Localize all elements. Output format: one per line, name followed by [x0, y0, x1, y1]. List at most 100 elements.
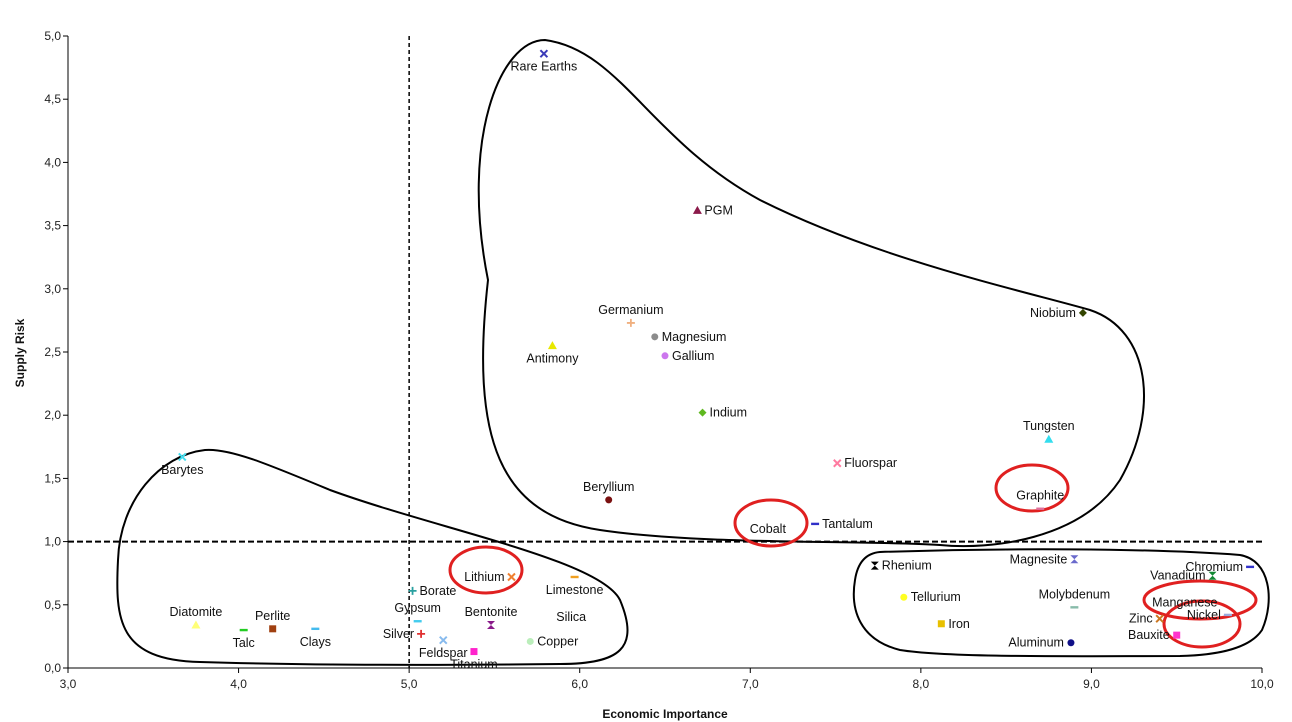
- label-silver: Silver: [383, 627, 414, 641]
- label-talc: Talc: [233, 636, 255, 650]
- label-titanium: Titanium: [450, 658, 497, 672]
- y-tick-label: 3,0: [44, 282, 61, 296]
- point-tellurium: [900, 593, 908, 601]
- point-indium: [698, 408, 707, 417]
- point-tantalum: [811, 522, 820, 526]
- y-axis-title: Supply Risk: [13, 318, 27, 387]
- point-zinc: [1155, 614, 1164, 623]
- group-outlines: [116, 38, 1270, 666]
- point-antimony: [547, 341, 557, 350]
- label-feldspar: Feldspar: [419, 646, 468, 660]
- x-tick-label: 6,0: [571, 677, 588, 691]
- label-aluminum: Aluminum: [1008, 636, 1064, 650]
- point-diatomite: [191, 620, 201, 629]
- highlight-circle-cobalt: [733, 498, 809, 548]
- label-zinc: Zinc: [1129, 612, 1153, 626]
- x-tick-label: 10,0: [1250, 677, 1274, 691]
- point-pgm: [692, 205, 702, 214]
- label-antimony: Antimony: [526, 352, 579, 366]
- label-rhenium: Rhenium: [882, 559, 932, 573]
- point-magnesium: [651, 333, 659, 341]
- point-titanium: [470, 648, 478, 656]
- label-fluorspar: Fluorspar: [844, 456, 897, 470]
- point-clays: [311, 627, 320, 631]
- label-nickel: Nickel: [1187, 608, 1221, 622]
- critical-group-outline: [477, 38, 1145, 548]
- point-talc: [239, 628, 248, 632]
- highlight-circles: [448, 463, 1258, 649]
- label-germanium: Germanium: [598, 303, 663, 317]
- highlight-circle-graphite: [994, 463, 1070, 513]
- label-vanadium: Vanadium: [1150, 569, 1205, 583]
- label-magnesium: Magnesium: [662, 330, 727, 344]
- label-indium: Indium: [710, 406, 748, 420]
- point-perlite: [269, 625, 277, 633]
- label-chromium: Chromium: [1185, 560, 1243, 574]
- y-tick-label: 4,0: [44, 155, 61, 169]
- point-feldspar: [439, 635, 448, 645]
- point-rare-earths: [539, 49, 549, 58]
- point-fluorspar: [833, 459, 842, 468]
- point-graphite: [1036, 507, 1045, 510]
- point-tungsten: [1044, 434, 1054, 443]
- label-copper: Copper: [537, 634, 578, 648]
- highlight-circle-manganese: [1142, 579, 1258, 621]
- point-limestone: [570, 575, 579, 579]
- point-gallium: [661, 352, 669, 360]
- point-lithium: [507, 572, 516, 582]
- x-tick-label: 5,0: [401, 677, 418, 691]
- point-niobium: [1078, 308, 1087, 317]
- label-tantalum: Tantalum: [822, 517, 873, 531]
- point-chromium: [1246, 565, 1255, 569]
- label-pgm: PGM: [704, 203, 732, 217]
- point-bauxite: [1173, 631, 1181, 639]
- y-tick-label: 0,0: [44, 661, 61, 675]
- point-aluminum: [1067, 639, 1075, 647]
- point-beryllium: [605, 496, 613, 504]
- point-iron: [937, 620, 945, 628]
- point-molybdenum: [1070, 606, 1079, 609]
- point-silver: [417, 629, 426, 638]
- label-bentonite: Bentonite: [465, 605, 518, 619]
- y-tick-label: 4,5: [44, 92, 61, 106]
- x-tick-label: 3,0: [60, 677, 77, 691]
- label-gallium: Gallium: [672, 349, 714, 363]
- x-tick-label: 4,0: [230, 677, 247, 691]
- label-graphite: Graphite: [1016, 489, 1064, 503]
- label-beryllium: Beryllium: [583, 480, 634, 494]
- label-silica: Silica: [556, 610, 586, 624]
- point-copper: [526, 637, 534, 645]
- label-lithium: Lithium: [464, 570, 504, 584]
- x-axis-title: Economic Importance: [602, 707, 728, 721]
- data-points: [178, 49, 1255, 656]
- label-molybdenum: Molybdenum: [1039, 587, 1111, 601]
- label-borate: Borate: [420, 584, 457, 598]
- highlight-circle-lithium: [448, 545, 524, 595]
- label-magnesite: Magnesite: [1010, 552, 1068, 566]
- point-labels: Rare Earths PGM Germanium Magnesium Gallium A…: [161, 60, 1243, 672]
- label-rare-earths: Rare Earths: [511, 60, 578, 74]
- label-gypsum: Gypsum: [394, 601, 441, 615]
- point-germanium: [626, 318, 635, 327]
- label-bauxite: Bauxite: [1128, 628, 1170, 642]
- axes: 3,0 4,0 5,0 6,0 7,0 8,0 9,0 10,0 0,0 0,5 1,0 1,5 2,0…: [44, 29, 1274, 691]
- label-tellurium: Tellurium: [911, 590, 961, 604]
- y-tick-label: 2,0: [44, 408, 61, 422]
- label-barytes: Barytes: [161, 463, 203, 477]
- point-vanadium: [1208, 571, 1217, 580]
- y-tick-label: 0,5: [44, 598, 61, 612]
- label-cobalt: Cobalt: [750, 522, 787, 536]
- y-tick-label: 1,5: [44, 471, 61, 485]
- point-borate: [408, 586, 417, 595]
- y-tick-label: 5,0: [44, 29, 61, 43]
- point-gypsum: [413, 620, 422, 623]
- point-bentonite: [487, 621, 496, 630]
- point-magnesite: [1070, 555, 1079, 564]
- label-niobium: Niobium: [1030, 306, 1076, 320]
- label-limestone: Limestone: [546, 583, 604, 597]
- low-risk-group-outline: [852, 548, 1270, 658]
- label-perlite: Perlite: [255, 609, 290, 623]
- label-tungsten: Tungsten: [1023, 419, 1075, 433]
- label-diatomite: Diatomite: [170, 605, 223, 619]
